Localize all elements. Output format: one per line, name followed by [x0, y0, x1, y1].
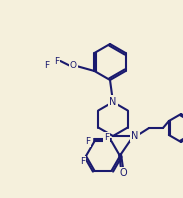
Text: F: F: [44, 62, 49, 70]
Text: F: F: [85, 137, 90, 146]
Text: F: F: [81, 156, 86, 166]
Text: N: N: [131, 131, 139, 141]
Text: N: N: [109, 97, 117, 107]
Text: N: N: [109, 96, 117, 106]
Text: O: O: [70, 62, 77, 70]
Text: O: O: [119, 168, 127, 178]
Text: F: F: [54, 56, 59, 66]
Text: F: F: [104, 133, 109, 142]
